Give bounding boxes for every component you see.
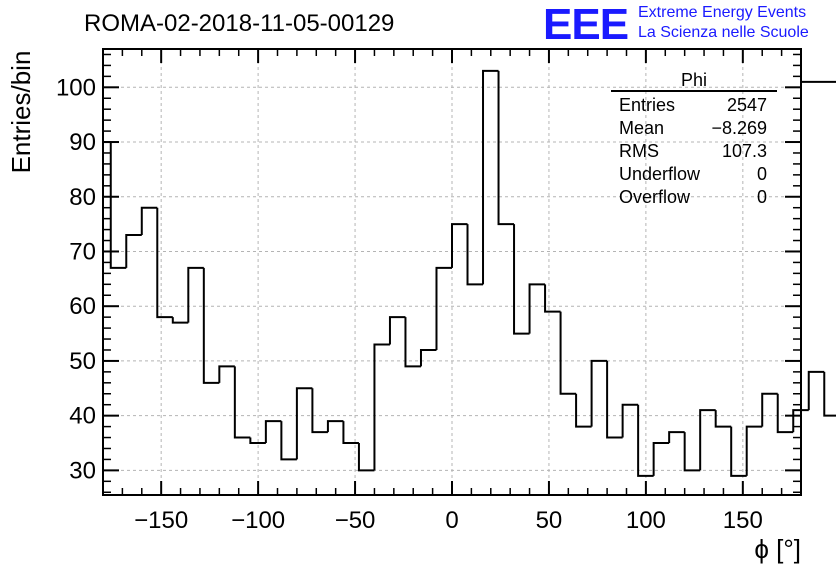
y-tick-label: 60 [69, 293, 96, 320]
histogram-bin [373, 343, 390, 471]
histogram-bin [745, 425, 763, 476]
histogram-bin [280, 421, 297, 461]
histogram-bin [823, 371, 836, 417]
histogram-bin [264, 420, 282, 444]
eee-logo: EEE [543, 0, 629, 49]
stats-row: Underflow 0 [611, 163, 777, 186]
histogram-bin [621, 403, 639, 438]
histogram-bin [466, 224, 484, 286]
y-tick-label: 80 [69, 184, 96, 211]
histogram-bin [513, 224, 530, 335]
histogram-bin [807, 370, 825, 411]
histogram-bin [140, 206, 158, 236]
histogram-bin [295, 387, 313, 460]
y-axis-label: Entries/bin [6, 51, 36, 174]
histogram-bin [482, 69, 499, 285]
x-tick-label: 150 [723, 507, 763, 534]
grid-lines [103, 49, 801, 495]
stats-row: Entries 2547 [611, 94, 777, 117]
stats-title: Phi [680, 70, 707, 90]
histogram-bin [544, 284, 561, 313]
logo-line-2: La Scienza nelle Scuole [638, 24, 809, 41]
histogram-bin [801, 80, 836, 83]
histogram-bin [156, 207, 173, 319]
histogram-bin [435, 266, 452, 350]
histogram-bin [451, 223, 468, 268]
stats-label: Entries [619, 95, 676, 115]
y-tick-label: 90 [69, 129, 96, 156]
histogram-bin [249, 437, 266, 445]
histogram-bin [202, 267, 220, 384]
stats-label: Underflow [619, 164, 701, 184]
stats-label: RMS [619, 141, 659, 161]
stats-value: 0 [756, 187, 767, 207]
x-tick-label: −100 [231, 507, 285, 534]
histogram-bin [497, 70, 515, 226]
histogram-bin [404, 317, 421, 368]
stats-divider [611, 90, 777, 92]
histogram-bin [559, 311, 577, 395]
stats-value: 107.3 [721, 141, 767, 161]
histogram-bin [419, 348, 437, 367]
histogram-bin [606, 360, 623, 439]
histogram-bin [776, 393, 794, 434]
stats-row: Mean −8.269 [611, 117, 777, 140]
y-tick-label: 50 [69, 348, 96, 375]
logo-line-1: Extreme Energy Events [638, 4, 807, 21]
run-title: ROMA-02-2018-11-05-00129 [84, 10, 395, 37]
stats-value: 2547 [726, 95, 767, 115]
x-tick-label: 0 [445, 507, 458, 534]
histogram-bin [311, 388, 328, 434]
y-tick-label: 30 [69, 457, 96, 484]
stats-value: 0 [756, 164, 767, 184]
histogram-bin [357, 443, 375, 472]
histogram-bin [590, 359, 608, 427]
y-tick-label: 70 [69, 238, 96, 265]
histogram-bin [326, 420, 344, 433]
histogram-bin [575, 393, 592, 428]
histogram-bin [699, 409, 716, 471]
stats-label: Mean [619, 118, 665, 138]
histogram-bin [683, 432, 701, 472]
x-tick-label: −50 [335, 507, 376, 534]
histogram-bin [714, 410, 732, 428]
x-tick-label: 100 [626, 507, 666, 534]
histogram-bin [761, 392, 778, 427]
histogram-bin [125, 234, 142, 268]
histogram-bin [218, 365, 235, 383]
histogram-bin [637, 404, 654, 477]
stats-row: RMS 107.3 [611, 140, 777, 163]
histogram-bin [730, 426, 747, 477]
histogram-bin [792, 409, 809, 433]
x-axis-label: ϕ [°] [754, 534, 801, 564]
stats-label: Overflow [619, 187, 691, 207]
stats-value: −8.269 [711, 118, 767, 138]
histogram-bin [187, 266, 204, 323]
histogram-bin [342, 421, 359, 445]
stats-row: Overflow 0 [611, 186, 777, 209]
x-tick-label: −150 [134, 507, 188, 534]
histogram-bin [652, 442, 670, 476]
histogram-bin [171, 317, 189, 324]
histogram-bin [109, 142, 127, 269]
histogram-bars [103, 69, 836, 477]
histogram-bin [388, 316, 406, 345]
histogram-bin [233, 366, 251, 439]
ticks: −150 −100 −50 0 50 100 150 30 40 50 60 70 80 90 100 [56, 49, 801, 534]
stats-box: Phi Entries 2547 Mean −8.269 RMS 107.3 U… [611, 70, 777, 209]
x-tick-label: 50 [536, 507, 563, 534]
y-tick-label: 100 [56, 74, 96, 101]
y-tick-label: 40 [69, 403, 96, 430]
histogram-bin [668, 431, 685, 444]
histogram-bin [528, 283, 546, 334]
